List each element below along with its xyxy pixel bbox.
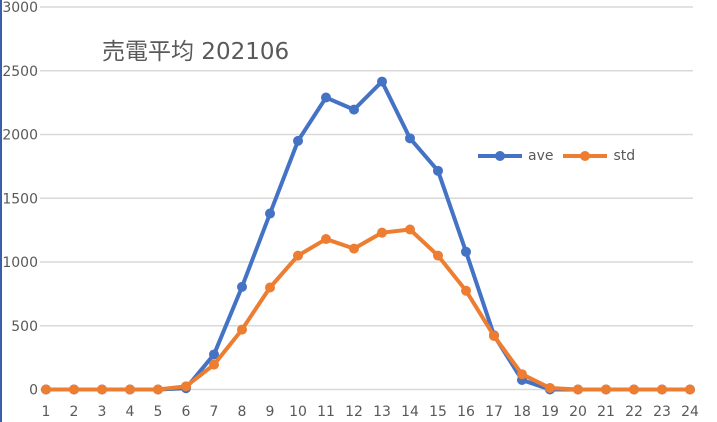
series-line-std [46,227,690,392]
data-point-std [601,384,611,395]
x-tick-label-2: 2 [70,404,79,420]
data-point-std [573,384,583,395]
x-tick-label-17: 17 [485,404,503,420]
frame-left-border [0,0,2,422]
y-tick-label-2000: 2000 [2,128,38,144]
x-tick-label-11: 11 [317,404,335,420]
data-point-std [629,384,639,395]
y-tick-label-2500: 2500 [2,64,38,80]
data-point-std [265,282,275,293]
x-tick-label-14: 14 [401,404,419,420]
data-point-std [461,285,471,296]
data-point-std [125,384,135,395]
x-tick-label-4: 4 [126,404,135,420]
data-point-ave [293,135,303,146]
x-tick-label-6: 6 [182,404,191,420]
legend-label-std: std [613,148,636,164]
data-point-std [685,384,695,395]
data-point-std [321,234,331,245]
data-point-std [657,384,667,395]
data-point-ave [237,281,247,292]
data-point-std [489,330,499,341]
x-tick-label-22: 22 [625,404,643,420]
data-point-ave [209,349,219,360]
x-tick-label-13: 13 [373,404,391,420]
y-tick-label-1500: 1500 [2,191,38,207]
data-point-std [377,227,387,238]
chart-legend: ave std [478,148,635,164]
data-point-ave [433,165,443,176]
data-point-std [433,250,443,261]
y-tick-label-0: 0 [29,383,38,399]
legend-marker-std-icon [563,150,608,161]
x-tick-label-5: 5 [154,404,163,420]
x-tick-label-1: 1 [42,404,51,420]
data-point-ave [265,208,275,219]
y-tick-label-500: 500 [11,319,38,335]
data-point-std [545,382,555,393]
data-point-ave [349,104,359,115]
data-point-std [237,324,247,335]
legend-item-ave: ave [478,148,553,164]
x-tick-label-15: 15 [429,404,447,420]
data-point-std [153,384,163,395]
data-point-std [517,369,527,380]
x-tick-label-7: 7 [210,404,219,420]
x-tick-label-10: 10 [289,404,307,420]
x-tick-label-20: 20 [569,404,587,420]
x-tick-label-9: 9 [266,404,275,420]
data-point-ave [377,76,387,87]
series-line-ave [46,79,690,392]
legend-marker-ave-icon [478,150,522,161]
y-tick-label-3000: 3000 [2,0,38,16]
x-tick-label-19: 19 [541,404,559,420]
data-point-ave [321,92,331,103]
legend-label-ave: ave [528,148,554,164]
data-point-std [181,381,191,392]
x-tick-label-8: 8 [238,404,247,420]
data-point-std [349,243,359,254]
data-point-std [97,384,107,395]
data-point-std [69,384,79,395]
y-tick-label-1000: 1000 [2,255,38,271]
x-tick-label-18: 18 [513,404,531,420]
x-tick-label-3: 3 [98,404,107,420]
x-tick-label-24: 24 [681,404,699,420]
data-point-std [209,359,219,370]
data-point-std [41,384,51,395]
x-tick-label-23: 23 [653,404,671,420]
chart-title: 売電平均 202106 [102,39,290,65]
data-point-std [405,224,415,235]
x-tick-label-21: 21 [597,404,615,420]
legend-item-std: std [563,148,635,164]
x-tick-label-12: 12 [345,404,363,420]
x-tick-label-16: 16 [457,404,475,420]
data-point-ave [461,246,471,257]
data-point-std [293,250,303,261]
data-point-ave [405,133,415,144]
